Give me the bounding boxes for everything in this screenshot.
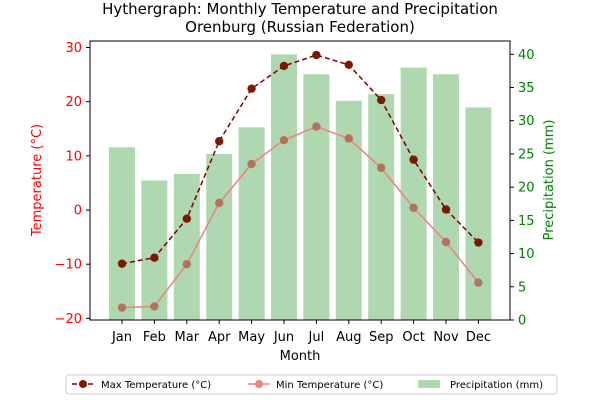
chart-subtitle: Orenburg (Russian Federation) [185, 18, 415, 36]
x-tick-label-jun: Jun [273, 330, 294, 345]
x-tick-label-feb: Feb [143, 330, 166, 345]
min-temp-point-mar [182, 260, 191, 269]
min-temp-point-sep [377, 163, 386, 172]
x-tick-label-nov: Nov [433, 330, 459, 345]
max-temp-point-apr [215, 137, 224, 146]
min-temp-point-oct [409, 203, 418, 213]
right-axis-label: Precipitation (mm) [542, 120, 557, 241]
left-tick-label: −10 [55, 258, 82, 273]
legend-max-temp-label: Max Temperature (°C) [101, 380, 211, 391]
precip-bar-jan [109, 147, 135, 320]
left-tick-label: −20 [55, 312, 82, 327]
left-tick-label: 20 [65, 95, 82, 110]
legend-min-temp-label: Min Temperature (°C) [276, 380, 383, 391]
legend-precip-label: Precipitation (mm) [450, 380, 543, 391]
precip-bar-oct [400, 67, 427, 320]
x-tick-label-apr: Apr [208, 330, 231, 345]
precip-bar-jul [303, 74, 330, 321]
right-axis-ticks: 0 5 10 15 20 25 30 35 40 [510, 48, 535, 329]
x-tick-label-oct: Oct [402, 330, 424, 345]
legend: Max Temperature (°C) Min Temperature (°C… [65, 374, 558, 395]
max-temp-point-aug [344, 60, 353, 70]
precip-bar-apr [206, 153, 233, 320]
right-tick-label: 25 [518, 147, 535, 162]
max-temp-point-jan [117, 259, 127, 268]
min-temp-point-aug [344, 134, 353, 143]
x-axis-ticks: Jan Feb Mar Apr May Jun Jul Aug Sep Oct Nov Dec [111, 320, 491, 345]
max-temp-point-feb [150, 253, 159, 262]
left-axis-ticks: −20 −10 0 10 20 30 [55, 41, 90, 327]
max-temp-point-oct [409, 155, 418, 164]
temperature-lines [117, 50, 483, 312]
right-tick-label: 40 [518, 48, 535, 63]
max-temp-line [121, 54, 479, 265]
legend-frame [65, 374, 558, 395]
min-temp-point-dec [474, 278, 483, 287]
x-tick-label-dec: Dec [466, 330, 491, 345]
precip-bar-feb [141, 180, 168, 320]
x-tick-label-jul: Jul [308, 330, 325, 345]
precip-bar-jun [271, 54, 297, 320]
min-temp-point-may [247, 159, 256, 169]
x-tick-label-jan: Jan [111, 330, 132, 345]
min-temp-point-apr [215, 198, 224, 208]
left-tick-label: 30 [65, 41, 82, 56]
legend-precip-swatch [418, 380, 440, 388]
x-tick-label-aug: Aug [336, 330, 361, 345]
x-tick-label-may: May [238, 330, 265, 345]
precip-bar-may [238, 127, 265, 320]
max-temp-point-jul [312, 50, 321, 60]
right-tick-label: 20 [518, 181, 535, 196]
max-temp-point-may [247, 84, 256, 93]
chart-title: Hythergraph: Monthly Temperature and Pre… [102, 0, 498, 18]
left-tick-label: 0 [74, 204, 82, 219]
min-temp-point-jan [117, 303, 127, 312]
max-temp-point-mar [182, 214, 191, 223]
precip-bar-dec [465, 107, 492, 321]
x-tick-label-sep: Sep [369, 330, 394, 345]
min-temp-point-feb [150, 302, 159, 311]
legend-max-temp-marker [79, 380, 87, 388]
right-tick-label: 10 [518, 247, 535, 262]
max-temp-point-dec [474, 238, 483, 247]
max-temp-point-nov [441, 205, 451, 214]
legend-min-temp-marker [255, 380, 263, 388]
left-axis-label: Temperature (°C) [30, 124, 45, 237]
precip-bar-aug [335, 100, 362, 320]
right-tick-label: 30 [518, 114, 535, 129]
precipitation-bars [109, 54, 492, 321]
right-tick-label: 35 [518, 81, 535, 96]
precip-bar-nov [433, 74, 459, 321]
min-temp-point-nov [441, 237, 451, 247]
min-temp-point-jun [279, 135, 289, 145]
right-tick-label: 0 [518, 314, 526, 329]
max-temp-point-jun [279, 61, 289, 71]
plot-frame [89, 40, 511, 321]
max-temp-point-sep [377, 95, 386, 105]
precip-bar-sep [368, 94, 395, 320]
right-tick-label: 15 [518, 214, 535, 229]
left-tick-label: 10 [65, 149, 82, 164]
x-tick-label-mar: Mar [175, 330, 200, 345]
x-axis-label: Month [280, 349, 321, 364]
min-temp-point-jul [312, 122, 321, 131]
right-tick-label: 5 [518, 280, 526, 295]
min-temp-line [121, 125, 479, 309]
